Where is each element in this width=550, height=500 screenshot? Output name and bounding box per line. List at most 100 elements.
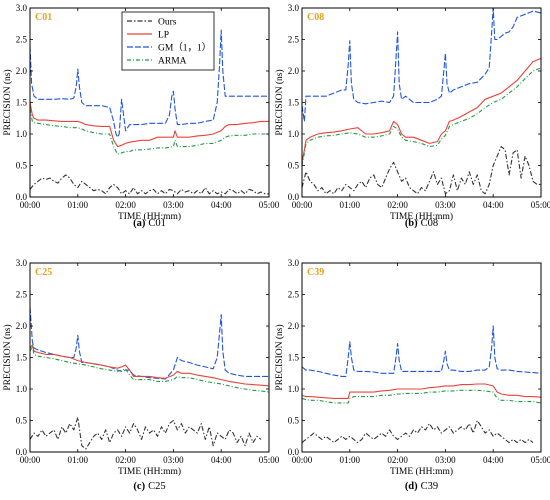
panel-title: C08 (307, 12, 324, 23)
series-line-gm (30, 307, 269, 380)
series-line-gm (30, 29, 269, 138)
x-tick-label: 03:00 (163, 455, 184, 465)
x-axis-label: TIME (HH:mm) (118, 211, 181, 222)
y-tick-label: 1.5 (288, 98, 300, 108)
caption-letter: (b) (405, 218, 418, 229)
series-line-arma (302, 67, 541, 166)
series-group (30, 29, 269, 195)
series-group (302, 325, 541, 444)
panel-caption: (c) C25 (133, 481, 165, 492)
y-axis-label: PRECISION (ns) (2, 69, 13, 135)
x-tick-label: 00:00 (292, 200, 313, 210)
legend-label-gm: GM（1，1） (158, 42, 211, 54)
x-tick-label: 05:00 (259, 455, 280, 465)
series-group (30, 307, 269, 450)
caption-text: C25 (148, 481, 166, 492)
y-tick-label: 3.0 (16, 3, 28, 13)
x-axis-label: TIME (HH:mm) (390, 466, 453, 477)
x-tick-label: 00:00 (292, 455, 313, 465)
x-tick-label: 01:00 (340, 200, 361, 210)
y-tick-label: 3.0 (288, 3, 300, 13)
y-tick-label: 0.0 (16, 447, 28, 457)
y-tick-label: 0.0 (288, 447, 300, 457)
series-line-ours (30, 174, 269, 195)
x-tick-label: 00:00 (20, 455, 41, 465)
y-tick-label: 0.5 (16, 416, 28, 426)
panel-title: C25 (35, 267, 52, 278)
caption-text: C01 (148, 218, 166, 229)
series-line-gm (302, 8, 541, 122)
x-tick-label: 05:00 (531, 200, 550, 210)
caption-letter: (c) (133, 481, 145, 492)
x-tick-label: 02:00 (115, 200, 136, 210)
x-tick-label: 02:00 (387, 200, 408, 210)
y-tick-label: 2.5 (16, 35, 28, 45)
series-line-arma (302, 389, 541, 404)
series-group (302, 8, 541, 195)
x-tick-label: 05:00 (531, 455, 550, 465)
x-tick-label: 03:00 (435, 200, 456, 210)
y-tick-label: 2.0 (288, 321, 300, 331)
x-tick-label: 04:00 (211, 455, 232, 465)
series-line-arma (30, 108, 269, 155)
chart-panel-c08: 00:00 01:00 02:00 03:00 04:00 05:00 0.0 0.5 1.0 1… (274, 3, 550, 229)
x-axis-label: TIME (HH:mm) (118, 466, 181, 477)
x-tick-label: 02:00 (115, 455, 136, 465)
y-axis-label: PRECISION (ns) (2, 324, 13, 390)
y-tick-label: 0.0 (16, 192, 28, 202)
series-line-lp (30, 102, 269, 148)
y-tick-label: 1.0 (16, 129, 28, 139)
x-tick-label: 01:00 (68, 455, 89, 465)
y-tick-label: 2.5 (288, 290, 300, 300)
y-tick-label: 1.5 (16, 98, 28, 108)
y-tick-label: 0.5 (288, 416, 300, 426)
series-line-lp (302, 57, 541, 163)
caption-text: C39 (421, 481, 439, 492)
panel-caption: (d) C39 (405, 481, 438, 492)
x-tick-label: 04:00 (483, 455, 504, 465)
y-tick-label: 2.5 (288, 35, 300, 45)
plot-frame (301, 7, 542, 198)
series-line-lp (302, 383, 541, 399)
y-tick-label: 0.0 (288, 192, 300, 202)
x-tick-label: 00:00 (20, 200, 41, 210)
y-tick-label: 0.5 (288, 161, 300, 171)
caption-text: C08 (421, 218, 439, 229)
series-line-ours (30, 416, 262, 450)
plot-frame (29, 262, 270, 453)
x-tick-label: 01:00 (340, 455, 361, 465)
y-tick-label: 1.5 (288, 353, 300, 363)
series-line-ours (302, 146, 541, 195)
series-line-ours (302, 419, 534, 444)
series-line-lp (30, 344, 269, 387)
legend-label-ours: Ours (158, 18, 177, 28)
y-axis-label: PRECISION (ns) (274, 69, 285, 135)
y-tick-label: 2.0 (288, 66, 300, 76)
chart-panel-c39: 00:00 01:00 02:00 03:00 04:00 05:00 0.0 0.5 1.0 1… (274, 258, 550, 492)
caption-letter: (d) (405, 481, 418, 492)
chart-panel-c01: 00:00 01:00 02:00 03:00 04:00 05:00 0.0 0.5 1.0 1… (2, 3, 280, 229)
caption-letter: (a) (133, 218, 146, 229)
y-tick-label: 3.0 (288, 258, 300, 268)
y-tick-label: 2.0 (16, 66, 28, 76)
y-tick-label: 0.5 (16, 161, 28, 171)
chart-panel-c25: 00:00 01:00 02:00 03:00 04:00 05:00 0.0 0.5 1.0 1… (2, 258, 280, 492)
legend-label-arma: ARMA (158, 57, 187, 67)
panel-caption: (a) C01 (133, 218, 166, 229)
y-tick-label: 2.5 (16, 290, 28, 300)
x-tick-label: 04:00 (211, 200, 232, 210)
x-tick-label: 04:00 (483, 200, 504, 210)
x-tick-label: 03:00 (435, 455, 456, 465)
x-tick-label: 02:00 (387, 455, 408, 465)
series-line-gm (302, 325, 541, 377)
x-tick-label: 03:00 (163, 200, 184, 210)
panel-caption: (b) C08 (405, 218, 438, 229)
y-tick-label: 3.0 (16, 258, 28, 268)
panel-title: C39 (307, 267, 324, 278)
y-tick-label: 2.0 (16, 321, 28, 331)
panel-title: C01 (35, 12, 52, 23)
y-axis-label: PRECISION (ns) (274, 324, 285, 390)
y-tick-label: 1.5 (16, 353, 28, 363)
